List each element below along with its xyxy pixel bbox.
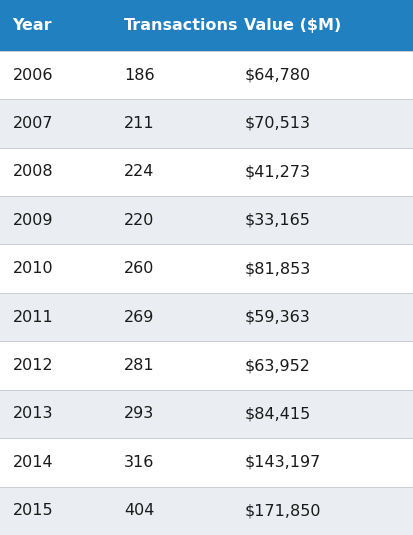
- Bar: [0, 487, 413, 535]
- Text: 211: 211: [124, 116, 154, 131]
- Text: $33,165: $33,165: [244, 213, 309, 228]
- Bar: [0, 389, 413, 438]
- Bar: [0, 341, 413, 389]
- Text: $63,952: $63,952: [244, 358, 309, 373]
- Text: Value ($M): Value ($M): [244, 18, 341, 33]
- Text: 2009: 2009: [12, 213, 53, 228]
- Text: $143,197: $143,197: [244, 455, 320, 470]
- Text: 2015: 2015: [12, 503, 53, 518]
- Bar: [0, 148, 413, 196]
- Text: 269: 269: [124, 310, 154, 325]
- Text: 260: 260: [124, 261, 154, 276]
- Text: $64,780: $64,780: [244, 67, 310, 82]
- Text: 2010: 2010: [12, 261, 53, 276]
- Bar: [0, 244, 413, 293]
- Text: Year: Year: [12, 18, 52, 33]
- Bar: [0, 293, 413, 341]
- Bar: [0, 0, 413, 51]
- Text: $59,363: $59,363: [244, 310, 309, 325]
- Bar: [0, 100, 413, 148]
- Text: 2007: 2007: [12, 116, 53, 131]
- Text: 316: 316: [124, 455, 154, 470]
- Text: 2008: 2008: [12, 164, 53, 179]
- Text: 281: 281: [124, 358, 154, 373]
- Text: Transactions: Transactions: [124, 18, 238, 33]
- Text: 2014: 2014: [12, 455, 53, 470]
- Text: 186: 186: [124, 67, 154, 82]
- Bar: [0, 438, 413, 487]
- Text: 2012: 2012: [12, 358, 53, 373]
- Text: $84,415: $84,415: [244, 407, 310, 422]
- Text: 404: 404: [124, 503, 154, 518]
- Text: 293: 293: [124, 407, 154, 422]
- Bar: [0, 51, 413, 100]
- Text: $171,850: $171,850: [244, 503, 320, 518]
- Text: $81,853: $81,853: [244, 261, 310, 276]
- Text: 220: 220: [124, 213, 154, 228]
- Bar: [0, 196, 413, 244]
- Text: 2011: 2011: [12, 310, 53, 325]
- Text: $70,513: $70,513: [244, 116, 309, 131]
- Text: 2013: 2013: [12, 407, 53, 422]
- Text: $41,273: $41,273: [244, 164, 309, 179]
- Text: 2006: 2006: [12, 67, 53, 82]
- Text: 224: 224: [124, 164, 154, 179]
